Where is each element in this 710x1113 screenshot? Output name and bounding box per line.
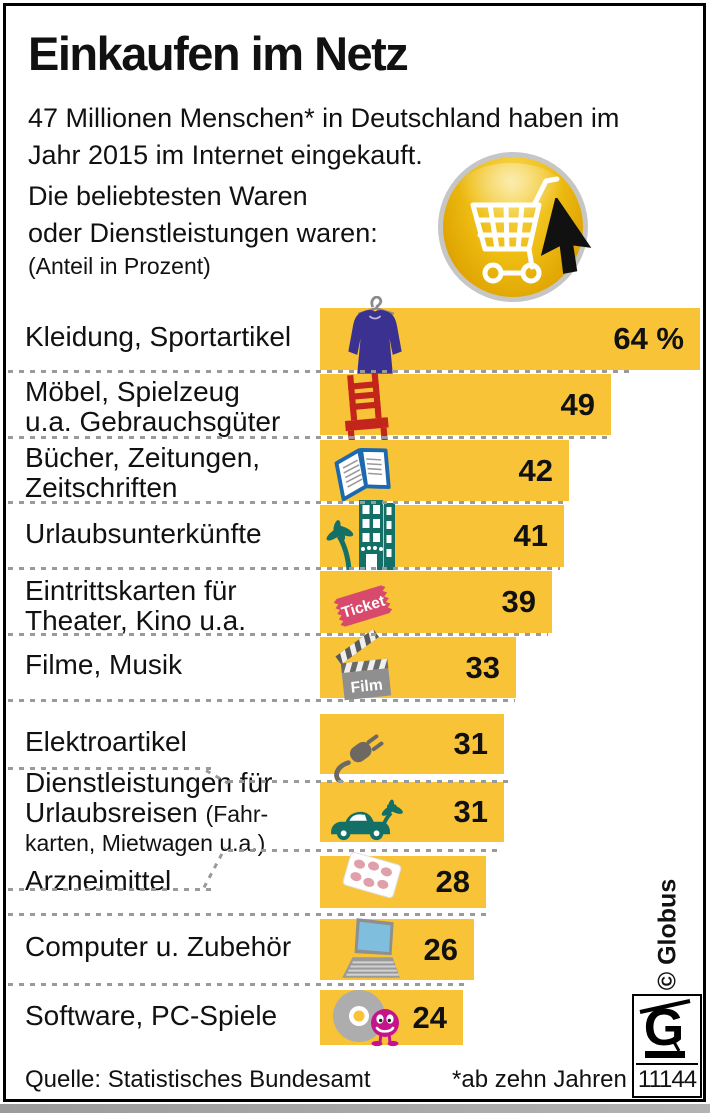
- bar-value: 64 %: [613, 321, 684, 356]
- row-separator: [8, 567, 560, 570]
- bar-value: 24: [412, 999, 447, 1035]
- row-separator: [8, 501, 568, 504]
- clapperboard-icon: Film: [328, 626, 400, 707]
- row-label-line: Computer u. Zubehör: [25, 931, 292, 962]
- row-separator: [8, 436, 612, 439]
- row-label-line: Arzneimittel: [25, 865, 172, 896]
- row-label: Software, PC-Spiele: [25, 1001, 277, 1031]
- row-label-line: Filme, Musik: [25, 649, 183, 680]
- logo-number: 11144: [637, 1066, 697, 1093]
- outer-frame: [3, 3, 706, 1102]
- row-label: Computer u. Zubehör: [25, 932, 291, 962]
- row-separator: [8, 888, 214, 891]
- clothing-icon: [336, 295, 414, 381]
- bar-value: 39: [501, 584, 536, 619]
- row-separator: [8, 370, 633, 373]
- subheading-line-2: oder Dienstleistungen waren:: [28, 218, 378, 248]
- hotel-icon: [324, 496, 404, 575]
- row-label-line: Urlaubsunterkünfte: [25, 518, 262, 549]
- globus-logo: G 11144: [632, 994, 702, 1098]
- book-icon: [326, 442, 402, 507]
- bar-value: 31: [453, 726, 488, 761]
- row-label: Eintrittskarten für Theater, Kino u.a.: [25, 576, 246, 636]
- footnote-text: *ab zehn Jahren: [452, 1066, 627, 1093]
- car-palm-icon: [322, 784, 404, 847]
- row-label-line: Kleidung, Sportartikel: [25, 321, 292, 352]
- row-label: Möbel, Spielzeug u.a. Gebrauchsgüter: [25, 377, 280, 437]
- row-label-line: Möbel, Spielzeug: [25, 376, 240, 407]
- svg-text:Film: Film: [350, 676, 384, 696]
- logo-divider: [636, 1063, 698, 1065]
- row-label: Arzneimittel: [25, 866, 171, 896]
- row-label-line: u.a. Gebrauchsgüter: [25, 406, 281, 437]
- intro-text: 47 Millionen Menschen* in Deutschland ha…: [28, 100, 619, 174]
- row-label-line: karten, Mietwagen u.a.): [25, 830, 266, 856]
- laptop-icon: [334, 914, 406, 989]
- row-label-line: Dienstleistungen für: [25, 767, 273, 798]
- bar-value: 26: [423, 931, 458, 967]
- row-label: Kleidung, Sportartikel: [25, 322, 291, 352]
- subheading: Die beliebtesten Waren oder Dienstleistu…: [28, 178, 378, 252]
- row-label-line: Software, PC-Spiele: [25, 1000, 278, 1031]
- row-separator: [8, 767, 214, 770]
- bar-value: 42: [518, 452, 553, 488]
- intro-line-2: Jahr 2015 im Internet eingekauft.: [28, 140, 423, 170]
- row-label: Elektroartikel: [25, 727, 187, 757]
- bottom-gray-strip: [0, 1104, 710, 1113]
- row-label: Urlaubsunterkünfte: [25, 519, 262, 549]
- row-separator: [228, 780, 510, 783]
- category-bar: 31: [320, 714, 504, 774]
- intro-line-1: 47 Millionen Menschen* in Deutschland ha…: [28, 103, 620, 133]
- row-label-line: Zeitschriften: [25, 472, 178, 503]
- bar-value: 49: [560, 386, 595, 422]
- globus-g-icon: G: [639, 999, 691, 1058]
- shopping-cart-icon: [470, 176, 560, 284]
- row-label-line: Bücher, Zeitungen,: [25, 442, 261, 473]
- pills-icon: [338, 844, 406, 911]
- source-text: Quelle: Statistisches Bundesamt: [25, 1066, 371, 1093]
- bar-value: 28: [435, 864, 470, 899]
- bar-value: 33: [465, 649, 500, 685]
- ticket-icon: Ticket: [328, 578, 398, 639]
- row-label-line: Eintrittskarten für: [25, 575, 237, 606]
- row-label-line: Urlaubsreisen (Fahr-: [25, 797, 269, 828]
- cd-smiley-icon: [332, 986, 404, 1055]
- unit-note: (Anteil in Prozent): [28, 253, 211, 279]
- row-separator: [228, 849, 497, 852]
- row-label: Dienstleistungen für Urlaubsreisen (Fahr-…: [25, 768, 272, 858]
- bar-value: 41: [513, 518, 548, 553]
- row-separator: [8, 699, 515, 702]
- row-separator: [8, 633, 548, 636]
- plug-icon: [328, 716, 394, 789]
- subheading-line-1: Die beliebtesten Waren: [28, 181, 308, 211]
- row-separator: [8, 983, 470, 986]
- credit-text: © Globus: [653, 878, 682, 991]
- mouse-cursor-icon: [540, 198, 592, 274]
- page-title: Einkaufen im Netz: [28, 27, 409, 80]
- row-label-line: Theater, Kino u.a.: [25, 605, 247, 636]
- row-label: Bücher, Zeitungen, Zeitschriften: [25, 443, 260, 503]
- row-label: Filme, Musik: [25, 650, 182, 680]
- bar-value: 31: [453, 794, 488, 829]
- row-separator: [8, 913, 490, 916]
- row-label-line: Elektroartikel: [25, 726, 187, 757]
